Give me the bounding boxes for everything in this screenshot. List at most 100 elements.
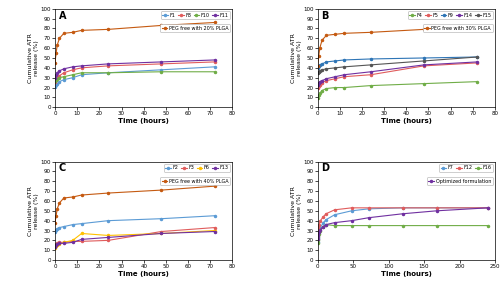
- F12: [315, 229, 321, 232]
- F12: [366, 206, 372, 210]
- F7: [316, 234, 322, 237]
- PEG free with 30% PLGA: [319, 38, 325, 42]
- F9: [314, 66, 320, 70]
- Line: F7: F7: [316, 207, 489, 243]
- PEG free with 20% PLGA: [53, 51, 59, 55]
- Y-axis label: Cumulative ATR
release (%): Cumulative ATR release (%): [28, 33, 39, 83]
- PEG free with 30% PLGA: [421, 28, 427, 31]
- PEG free with 20% PLGA: [212, 21, 218, 24]
- F9: [474, 55, 480, 59]
- PEG free with 20% PLGA: [61, 32, 67, 35]
- PEG free with 40% PLGA: [212, 184, 218, 188]
- F10: [53, 78, 59, 81]
- F6: [56, 242, 62, 246]
- PEG free with 20% PLGA: [105, 28, 111, 31]
- F7: [332, 213, 338, 216]
- PEG free with 20% PLGA: [54, 43, 60, 47]
- F7: [485, 206, 491, 210]
- F6: [53, 244, 59, 248]
- F2: [54, 227, 60, 230]
- F4: [421, 82, 427, 85]
- PEG free with 30% PLGA: [368, 31, 374, 34]
- PEG free with 20% PLGA: [56, 36, 62, 40]
- F8: [52, 80, 58, 83]
- F15: [474, 55, 480, 59]
- F14: [421, 63, 427, 66]
- PEG free with 40% PLGA: [54, 207, 60, 211]
- F4: [317, 92, 323, 95]
- F16: [434, 224, 440, 227]
- F3: [61, 241, 67, 244]
- F9: [324, 60, 330, 64]
- F7: [318, 226, 324, 229]
- F13: [52, 246, 58, 249]
- F7: [315, 237, 321, 240]
- F12: [400, 206, 406, 210]
- F4: [319, 89, 325, 92]
- F7: [434, 206, 440, 210]
- Legend: PEG free with 40% PLGA: PEG free with 40% PLGA: [160, 177, 230, 185]
- F16: [314, 242, 320, 245]
- F7: [348, 209, 354, 212]
- Text: A: A: [58, 11, 66, 21]
- F13: [212, 230, 218, 233]
- F16: [485, 224, 491, 227]
- F8: [78, 66, 84, 70]
- F5: [341, 75, 347, 78]
- Y-axis label: Cumulative ATR
release (%): Cumulative ATR release (%): [28, 186, 39, 236]
- Line: F4: F4: [316, 81, 478, 99]
- F16: [316, 236, 322, 239]
- Y-axis label: Cumulative ATR
release (%): Cumulative ATR release (%): [290, 33, 302, 83]
- Legend: PEG free with 20% PLGA: PEG free with 20% PLGA: [160, 24, 230, 32]
- F12: [485, 206, 491, 210]
- F2: [52, 230, 58, 233]
- Optimized formulation: [320, 225, 326, 228]
- PEG free with 40% PLGA: [53, 214, 59, 217]
- F9: [341, 58, 347, 62]
- Line: F9: F9: [316, 56, 478, 69]
- Text: D: D: [321, 164, 329, 173]
- F2: [158, 217, 164, 221]
- F13: [54, 242, 60, 246]
- F16: [316, 233, 322, 236]
- F1: [54, 82, 60, 85]
- Line: F1: F1: [54, 66, 216, 88]
- F11: [105, 62, 111, 66]
- Line: F6: F6: [54, 229, 216, 249]
- F16: [318, 229, 324, 232]
- F6: [212, 229, 218, 232]
- F2: [78, 222, 84, 225]
- Optimized formulation: [314, 238, 320, 241]
- Optimized formulation: [318, 228, 324, 231]
- F2: [56, 226, 62, 229]
- F11: [212, 58, 218, 62]
- Line: PEG free with 20% PLGA: PEG free with 20% PLGA: [54, 21, 216, 64]
- PEG free with 40% PLGA: [158, 188, 164, 192]
- F9: [421, 56, 427, 60]
- F13: [78, 238, 84, 241]
- F16: [366, 224, 372, 227]
- F1: [56, 80, 62, 83]
- Optimized formulation: [485, 206, 491, 210]
- F2: [61, 225, 67, 228]
- F13: [61, 242, 67, 245]
- Legend: Optimized formulation: Optimized formulation: [427, 177, 492, 185]
- F10: [158, 70, 164, 73]
- F15: [316, 70, 322, 73]
- F16: [323, 223, 329, 226]
- F3: [54, 242, 60, 245]
- F11: [53, 73, 59, 77]
- F11: [52, 76, 58, 79]
- F1: [105, 71, 111, 75]
- F14: [368, 70, 374, 73]
- Optimized formulation: [316, 231, 322, 234]
- F1: [78, 73, 84, 77]
- F10: [61, 75, 67, 78]
- F12: [314, 233, 320, 236]
- F2: [53, 228, 59, 231]
- F1: [158, 68, 164, 72]
- F7: [400, 206, 406, 210]
- Optimized formulation: [315, 235, 321, 238]
- Line: PEG free with 30% PLGA: PEG free with 30% PLGA: [316, 27, 478, 67]
- F7: [323, 218, 329, 221]
